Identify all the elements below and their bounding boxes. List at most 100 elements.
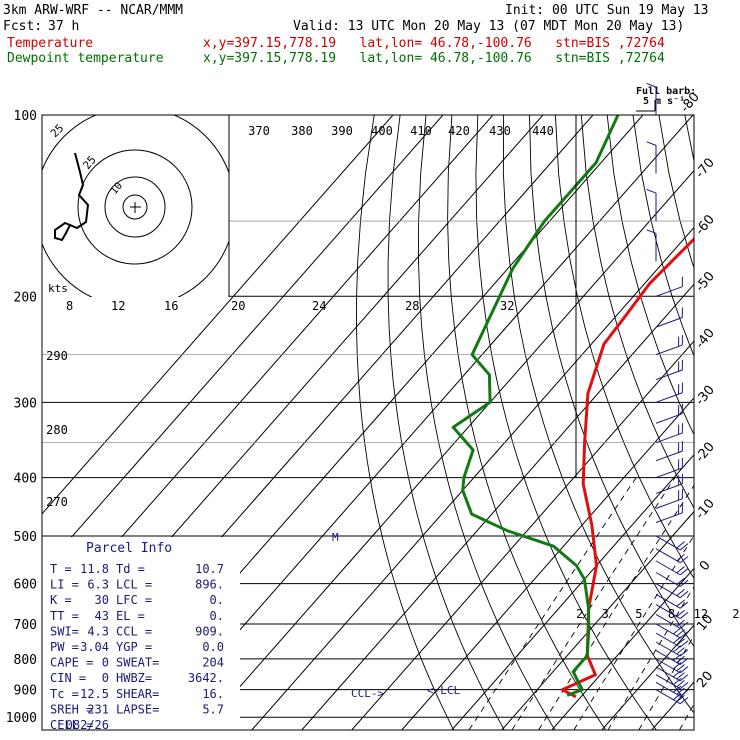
forecast-label: Fcst:	[3, 19, 43, 34]
theta-labels: 370 380 390 400 410 420 430 440 290 280 270	[46, 124, 554, 509]
wind-barb-feather	[676, 619, 685, 627]
wind-barb	[655, 344, 683, 356]
mixing-ratio-label: 3	[602, 607, 609, 621]
theta-label: 290	[46, 349, 68, 363]
isotherm-label: 20	[694, 669, 716, 691]
wind-barb	[655, 572, 681, 587]
wind-barb-feather	[679, 555, 689, 564]
isotherm	[42, 115, 444, 572]
pressure-label: 600	[14, 578, 37, 593]
dewpoint-location: x,y=397.15,778.19 lat,lon= 46.78,-100.76…	[203, 51, 665, 66]
wind-key-title: Full barb:	[636, 86, 696, 97]
parcel-cell: SHEAR=	[116, 687, 159, 701]
parcel-cell: 0	[102, 656, 109, 670]
wind-barb	[655, 548, 681, 564]
wind-barb-feather	[679, 611, 689, 619]
wind-barb	[655, 689, 681, 705]
isotherm-label: -10	[693, 496, 718, 522]
model-title: 3km ARW-WRF -- NCAR/MMM	[3, 3, 184, 18]
chart-frame	[41, 114, 695, 731]
parcel-cell: 3.04	[80, 640, 109, 654]
wind-barb	[655, 583, 681, 599]
isotherms	[42, 115, 694, 730]
wind-barb-feather	[673, 685, 682, 693]
wind-barb	[655, 369, 683, 381]
mixing-ratio-label: 12	[694, 607, 708, 621]
pressure-label: 100	[14, 109, 37, 124]
init-time: Init: 00 UTC Sun 19 May 13	[505, 3, 709, 18]
ccl-marker: CCL->	[351, 687, 384, 700]
theta-label: 420	[448, 124, 470, 138]
hodograph-ring	[122, 194, 148, 220]
dry-adiabats	[356, 115, 740, 730]
valid-time: Valid: 13 UTC Mon 20 May 13 (07 MDT Mon …	[293, 19, 685, 34]
wind-barb-feather	[673, 670, 682, 678]
theta-label: 390	[331, 124, 353, 138]
pressure-label: 900	[14, 684, 37, 699]
wind-barb-feather	[679, 568, 689, 576]
wind-barb-feather	[676, 609, 685, 617]
wind-barb-feather	[676, 680, 685, 688]
mixing-ratio-line	[607, 585, 694, 730]
parcel-cell: CAPE =	[50, 656, 93, 670]
pressure-label: 200	[14, 290, 37, 305]
wind-barb-feather	[676, 647, 685, 655]
wind-barb-feather	[679, 640, 689, 648]
hodograph: 25 25 10 kts	[42, 115, 230, 297]
wind-barb-feather	[673, 692, 682, 701]
parcel-cell: 0.	[210, 609, 224, 623]
dry-adiabat	[658, 115, 694, 270]
parcel-cell: 896.	[195, 578, 224, 592]
isotherm-label: -70	[693, 155, 718, 181]
isotherm	[501, 510, 694, 730]
pressure-label: 1000	[6, 711, 37, 726]
theta-label: 440	[532, 124, 554, 138]
wind-barb-feather	[676, 629, 685, 637]
theta-label: 430	[489, 124, 511, 138]
hodograph-trace	[54, 152, 90, 242]
forecast-hours: 37 h	[48, 19, 80, 34]
mixing-ratio-line	[573, 534, 694, 730]
mixing-ratio-line	[511, 477, 676, 730]
wind-barb-feather	[679, 631, 689, 639]
wind-barb	[655, 432, 683, 444]
parcel-cell: 0	[102, 671, 109, 685]
parcel-cell: EL =	[116, 609, 145, 623]
parcel-cell: LI =	[50, 578, 79, 592]
hodograph-ring	[104, 176, 166, 238]
wind-barb-feather	[679, 621, 689, 629]
dry-adiabat	[447, 115, 607, 730]
parcel-cell: CIN =	[50, 671, 86, 685]
pressure-label: 300	[14, 396, 37, 411]
wind-barb-feather	[679, 649, 689, 657]
theta-label: 410	[410, 124, 432, 138]
isotherm-label: -40	[693, 326, 718, 352]
pressure-label: 400	[14, 472, 37, 487]
isotherm	[551, 567, 694, 730]
wind-barb-feather	[646, 229, 657, 234]
dry-adiabat	[711, 115, 740, 730]
speed-label: 16	[164, 299, 178, 313]
wind-barb	[655, 286, 683, 297]
wind-barb	[655, 593, 681, 609]
wind-barb-feather	[679, 657, 689, 665]
parcel-cell: 6.3	[87, 578, 109, 592]
mixing-ratio-label: 5	[635, 607, 642, 621]
parcel-cell: HWBZ=	[116, 671, 152, 685]
speed-label: 24	[312, 299, 326, 313]
hodograph-ring	[77, 149, 193, 265]
lcl-marker: <-LCL	[427, 684, 460, 697]
isotherm	[151, 115, 694, 730]
m-marker: M	[332, 531, 339, 544]
parcel-cell: 909.	[195, 624, 224, 638]
mixing-ratio-line	[538, 484, 694, 730]
wind-barb	[655, 650, 681, 666]
wind-barbs	[646, 82, 689, 705]
mixing-ratio-line	[468, 477, 637, 730]
parcel-cell: 43	[95, 609, 109, 623]
dry-adiabat	[684, 115, 694, 164]
wind-barb	[655, 560, 681, 576]
parcel-info-title: Parcel Info	[86, 541, 172, 556]
dry-adiabat	[606, 115, 694, 436]
dry-adiabat	[737, 115, 740, 730]
